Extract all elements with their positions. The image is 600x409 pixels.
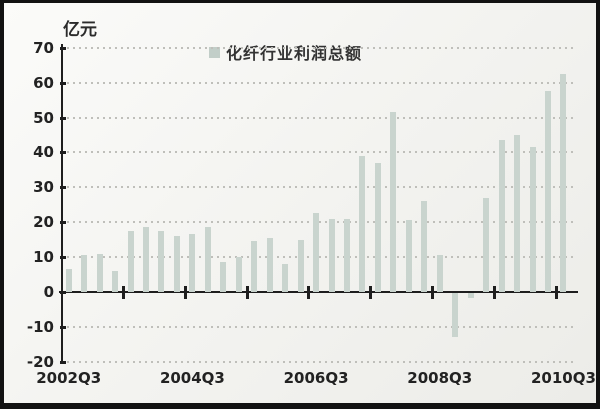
y-tick-label: 10	[33, 248, 54, 267]
x-tick-label: 2002Q3	[36, 369, 102, 387]
gridline	[61, 116, 576, 119]
bar	[498, 140, 505, 292]
y-axis-unit-label: 亿元	[63, 20, 97, 40]
gridline	[61, 46, 576, 49]
x-tick-label: 2004Q3	[159, 369, 225, 387]
x-axis-tick	[121, 286, 125, 299]
y-axis-tick	[60, 186, 66, 190]
bar	[143, 227, 150, 292]
bar	[359, 155, 366, 292]
y-axis-tick	[60, 116, 66, 120]
bar	[483, 197, 490, 292]
y-axis-tick	[60, 151, 66, 155]
bar	[374, 162, 381, 292]
bar	[189, 234, 196, 292]
bar	[112, 271, 119, 292]
x-axis-tick	[554, 286, 558, 299]
bar	[560, 73, 567, 292]
x-axis-tick	[492, 286, 496, 299]
bar	[96, 253, 103, 292]
y-tick-label: 70	[33, 38, 54, 57]
bar	[127, 230, 134, 292]
legend-label: 化纤行业利润总额	[226, 44, 363, 63]
y-tick-label: -20	[26, 352, 54, 371]
bar	[313, 213, 320, 292]
bar	[173, 236, 180, 292]
bar	[266, 237, 273, 292]
x-tick-label: 2008Q3	[407, 369, 473, 387]
gridline	[61, 151, 576, 154]
x-tick-label: 2010Q3	[530, 369, 596, 387]
y-tick-label: -10	[26, 317, 54, 336]
y-axis-line	[61, 44, 63, 363]
profit-bar-chart: 亿元 化纤行业利润总额 70 60 50 40 30 20 10 0 -10 -20 2002Q3 2…	[4, 3, 596, 403]
bar	[344, 218, 350, 292]
y-axis-tick	[60, 256, 66, 260]
bar	[81, 255, 88, 292]
bar	[452, 293, 459, 337]
bar	[421, 201, 428, 292]
bar	[436, 255, 443, 292]
bar	[220, 262, 227, 292]
bar	[544, 91, 551, 292]
gridline	[61, 186, 576, 189]
y-tick-label: 50	[33, 108, 54, 127]
bar	[514, 134, 521, 292]
bar	[328, 218, 335, 292]
y-axis-tick	[60, 360, 66, 364]
bar	[467, 293, 474, 299]
x-axis-tick	[431, 286, 435, 299]
gridline	[61, 360, 576, 363]
gridline	[61, 325, 576, 328]
y-tick-label: 60	[33, 73, 54, 92]
y-axis-tick	[60, 221, 66, 225]
x-axis-tick	[183, 286, 187, 299]
y-tick-label: 40	[33, 143, 54, 162]
y-axis-tick	[60, 325, 66, 329]
x-axis-tick	[307, 286, 311, 299]
x-axis-tick	[245, 286, 249, 299]
y-tick-label: 20	[33, 213, 54, 232]
y-axis-tick	[60, 46, 66, 50]
bar	[158, 230, 165, 292]
legend-swatch-icon	[209, 46, 220, 58]
bar	[251, 241, 258, 292]
bar	[282, 264, 289, 292]
bar	[65, 269, 72, 292]
bar	[297, 239, 304, 292]
gridline	[61, 81, 576, 84]
y-tick-label: 0	[43, 283, 54, 301]
bar	[405, 220, 412, 292]
bar	[390, 112, 397, 292]
x-tick-label: 2006Q3	[283, 369, 349, 387]
y-axis-tick	[60, 81, 66, 85]
bar	[529, 147, 536, 292]
chart-legend: 化纤行业利润总额	[209, 40, 362, 64]
bar	[235, 257, 242, 292]
x-axis-line	[59, 291, 578, 293]
bar	[204, 227, 211, 292]
x-axis-tick	[369, 286, 373, 299]
y-tick-label: 30	[33, 178, 54, 197]
